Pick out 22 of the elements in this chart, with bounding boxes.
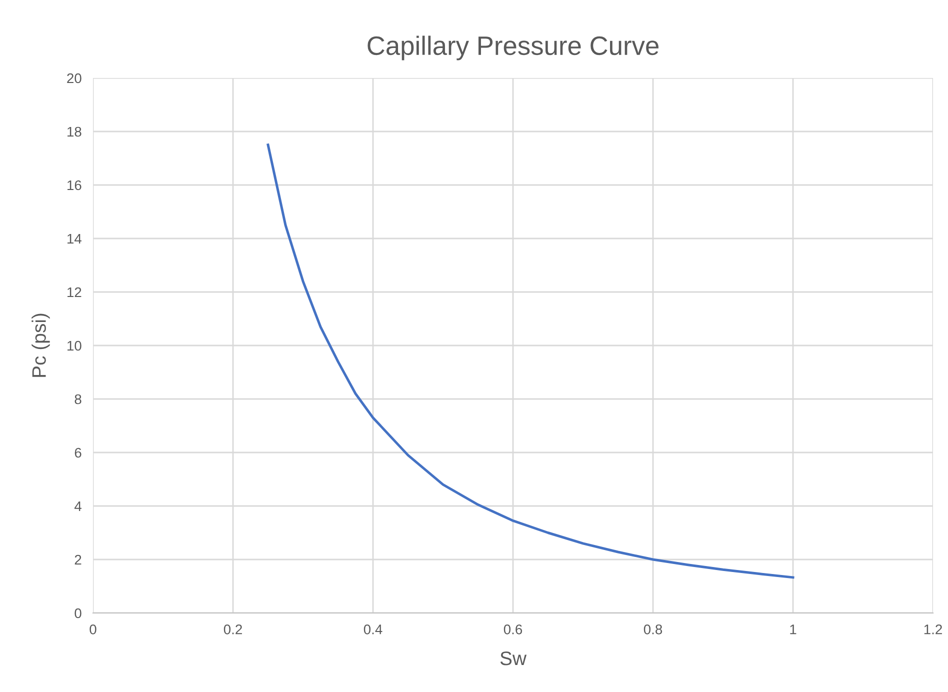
y-tick-label: 4 xyxy=(74,501,82,512)
x-tick-label: 1 xyxy=(790,624,796,634)
y-tick-label: 14 xyxy=(68,234,82,244)
y-tick-label: 2 xyxy=(74,554,82,565)
x-tick-label: 1.2 xyxy=(924,624,942,634)
line-series xyxy=(266,144,794,579)
x-tick-label: 0.4 xyxy=(364,624,382,634)
y-axis-title: Pc (psi) xyxy=(32,314,50,377)
x-tick-label: 0.8 xyxy=(644,624,662,634)
x-tick-label: 0.6 xyxy=(504,624,522,634)
y-tick-label: 18 xyxy=(68,126,82,137)
x-tick-label: 0 xyxy=(90,624,96,634)
y-tick-label: 20 xyxy=(67,73,82,84)
x-axis-title: Sw xyxy=(500,651,527,666)
y-tick-label: 8 xyxy=(74,394,82,404)
y-tick-label: 10 xyxy=(68,340,82,351)
y-tick-label: 0 xyxy=(74,608,82,618)
y-tick-label: 12 xyxy=(68,287,82,298)
x-tick-label: 0.2 xyxy=(224,624,242,634)
y-tick-label: 16 xyxy=(68,180,82,190)
chart-title: Capillary Pressure Curve xyxy=(368,36,658,60)
y-tick-label: 6 xyxy=(74,448,82,458)
